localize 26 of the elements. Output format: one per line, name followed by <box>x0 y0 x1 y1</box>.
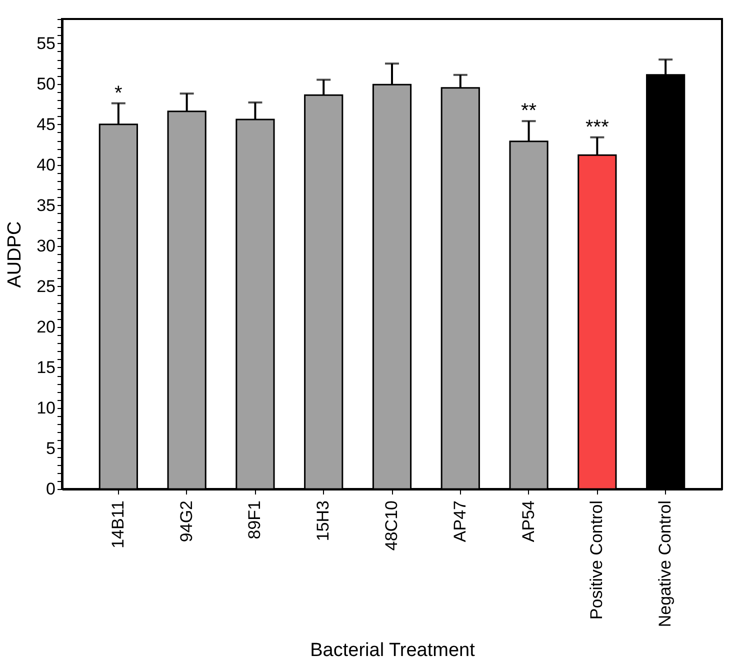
y-tick-label: 10 <box>36 398 56 418</box>
y-tick-label: 15 <box>36 358 56 377</box>
annotation: ** <box>521 100 537 122</box>
x-tick-label: AP47 <box>450 500 470 542</box>
y-tick-label: 25 <box>36 276 56 296</box>
y-tick-label: 45 <box>36 114 56 134</box>
x-tick-label: 15H3 <box>314 500 333 542</box>
x-tick-label: 14B11 <box>108 500 128 548</box>
x-tick-label: 89F1 <box>245 500 264 540</box>
y-tick-label: 0 <box>46 480 56 498</box>
x-tick-label: 94G2 <box>176 500 196 542</box>
y-tick-label: 35 <box>36 196 56 215</box>
y-axis-title: AUDPC <box>4 221 26 288</box>
x-tick-label: 48C10 <box>382 500 401 551</box>
y-tick-label: 55 <box>36 34 56 53</box>
x-tick-label: Positive Control <box>587 500 606 620</box>
x-tick-label: Negative Control <box>656 500 675 628</box>
y-tick-label: 5 <box>46 438 56 458</box>
x-axis-title: Bacterial Treatment <box>310 640 476 662</box>
x-tick-label: AP54 <box>518 500 538 542</box>
y-tick-label: 30 <box>36 236 56 256</box>
annotation: *** <box>586 116 610 138</box>
y-tick-label: 20 <box>36 317 56 336</box>
annotation: * <box>114 82 123 104</box>
y-tick-label: 40 <box>36 155 56 174</box>
y-tick-label: 50 <box>36 74 56 94</box>
